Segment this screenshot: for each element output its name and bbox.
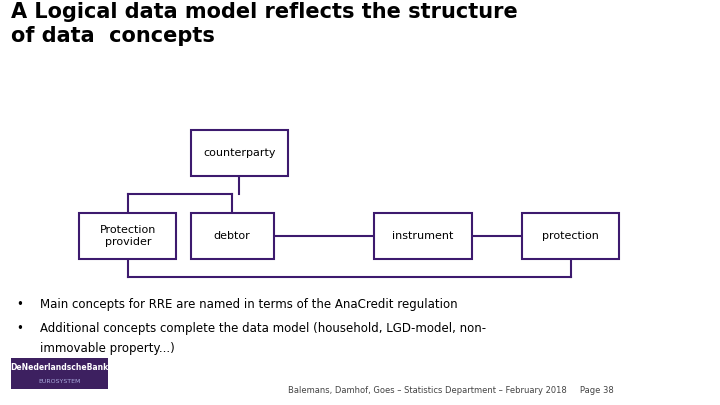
- FancyBboxPatch shape: [191, 213, 274, 259]
- Text: protection: protection: [542, 231, 599, 241]
- Text: •: •: [16, 322, 23, 335]
- Text: instrument: instrument: [392, 231, 454, 241]
- Text: DeNederlandscheBank: DeNederlandscheBank: [10, 363, 109, 372]
- FancyBboxPatch shape: [374, 213, 472, 259]
- Text: counterparty: counterparty: [203, 148, 276, 158]
- Text: EUROSYSTEM: EUROSYSTEM: [38, 379, 81, 384]
- FancyBboxPatch shape: [79, 213, 176, 259]
- Text: Balemans, Damhof, Goes – Statistics Department – February 2018     Page 38: Balemans, Damhof, Goes – Statistics Depa…: [288, 386, 613, 395]
- Text: Main concepts for RRE are named in terms of the AnaCredit regulation: Main concepts for RRE are named in terms…: [40, 298, 457, 311]
- Text: immovable property...): immovable property...): [40, 342, 174, 355]
- Text: debtor: debtor: [214, 231, 251, 241]
- Text: A Logical data model reflects the structure
of data  concepts: A Logical data model reflects the struct…: [11, 2, 518, 46]
- FancyBboxPatch shape: [522, 213, 619, 259]
- FancyBboxPatch shape: [191, 130, 288, 176]
- Text: •: •: [16, 298, 23, 311]
- FancyBboxPatch shape: [11, 358, 108, 389]
- Text: Additional concepts complete the data model (household, LGD-model, non-: Additional concepts complete the data mo…: [40, 322, 486, 335]
- Text: Protection
provider: Protection provider: [99, 225, 156, 247]
